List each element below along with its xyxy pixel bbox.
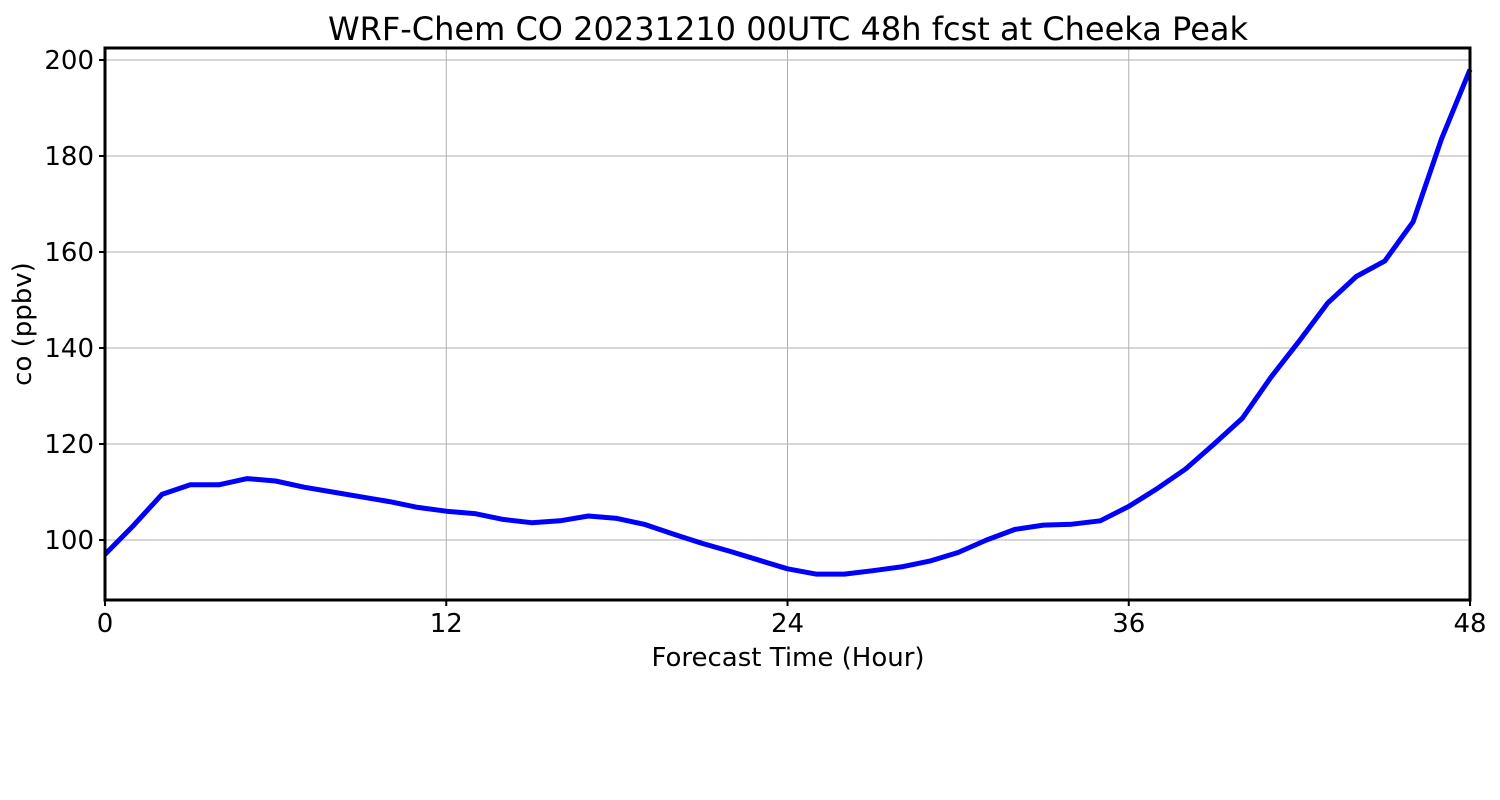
y-tick-label: 140 <box>44 334 94 364</box>
chart-title: WRF-Chem CO 20231210 00UTC 48h fcst at C… <box>328 10 1249 48</box>
x-tick-label: 36 <box>1112 609 1145 639</box>
x-axis-label: Forecast Time (Hour) <box>651 643 924 673</box>
y-tick-label: 180 <box>44 142 94 172</box>
series-line <box>103 68 1473 577</box>
x-tick-label: 48 <box>1453 609 1486 639</box>
y-tick-label: 100 <box>44 526 94 556</box>
y-tick-label: 200 <box>44 46 94 76</box>
x-axis: 0 12 24 36 48 <box>97 600 1487 639</box>
series-layer <box>103 68 1473 577</box>
y-axis: 100 120 140 160 180 200 <box>44 46 105 556</box>
y-tick-label: 120 <box>44 430 94 460</box>
x-tick-label: 24 <box>771 609 804 639</box>
x-tick-label: 0 <box>97 609 114 639</box>
y-axis-label: co (ppbv) <box>8 262 38 386</box>
x-tick-label: 12 <box>430 609 463 639</box>
grid <box>104 48 1471 600</box>
y-tick-label: 160 <box>44 238 94 268</box>
